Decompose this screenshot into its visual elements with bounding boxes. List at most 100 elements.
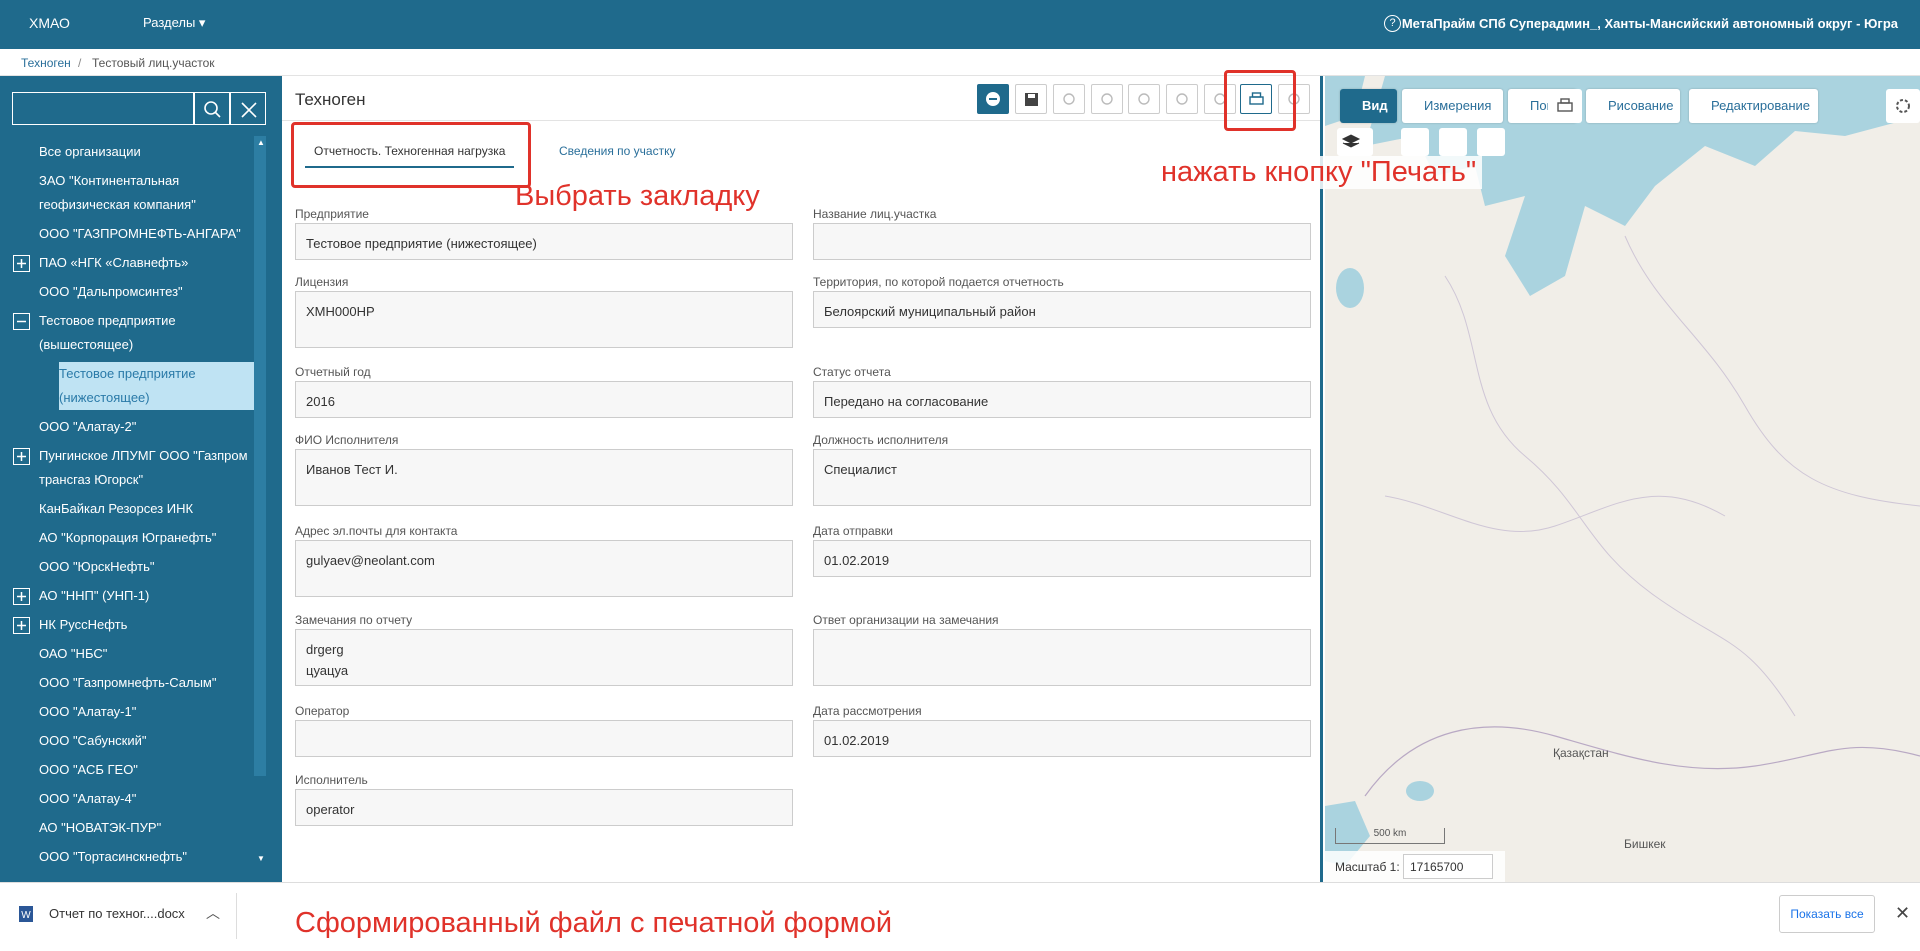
map-print[interactable] bbox=[1548, 89, 1582, 123]
tree-item[interactable]: ЗАО "Континентальная геофизическая компа… bbox=[39, 173, 196, 212]
textarea[interactable]: gulyaev@neolant.com bbox=[295, 540, 793, 597]
input[interactable] bbox=[295, 720, 793, 757]
tree-item[interactable]: Пунгинское ЛПУМГ ООО "Газпром трансгаз Ю… bbox=[39, 448, 248, 487]
field-label: Дата отправки bbox=[813, 524, 893, 538]
user[interactable]: МетаПрайм СПб Суперадмин_, Ханты-Мансийс… bbox=[1401, 16, 1898, 31]
tool-button[interactable] bbox=[1166, 84, 1198, 114]
tree-item[interactable]: ООО "Тортасинскнефть" bbox=[39, 849, 187, 864]
tree-item[interactable]: АО "ННП" (УНП-1) bbox=[39, 588, 150, 603]
scale-bar: 500 km bbox=[1335, 828, 1445, 844]
tree-item[interactable]: ОАО "НБС" bbox=[39, 646, 108, 661]
tree-toggle[interactable] bbox=[13, 448, 30, 465]
brand[interactable]: ХМАО bbox=[29, 15, 70, 31]
field-label: Территория, по которой подается отчетнос… bbox=[813, 275, 1064, 289]
map-tool[interactable]: Редактирование bbox=[1689, 89, 1818, 123]
value: 2016 bbox=[306, 394, 335, 409]
tree-item[interactable]: ООО "Газпромнефть-Салым" bbox=[39, 675, 217, 690]
layers-button[interactable] bbox=[1337, 128, 1373, 156]
tool-button[interactable] bbox=[1015, 84, 1047, 114]
download-menu[interactable]: ︿ bbox=[206, 905, 220, 921]
input[interactable]: operator bbox=[295, 789, 793, 826]
tree-item[interactable]: ООО "Сабунский" bbox=[39, 733, 147, 748]
map-tool[interactable]: Рисование bbox=[1586, 89, 1680, 123]
tool-button[interactable] bbox=[1053, 84, 1085, 114]
textarea[interactable]: ХМН000НР bbox=[295, 291, 793, 348]
map-tool-active[interactable]: Вид bbox=[1340, 89, 1397, 123]
boundary bbox=[1384, 495, 1726, 532]
textarea[interactable] bbox=[813, 629, 1311, 686]
scale-box: Масштаб 1: 17165700 bbox=[1325, 851, 1505, 882]
splitter[interactable] bbox=[276, 430, 280, 540]
map-label: Бишкек bbox=[1624, 837, 1666, 851]
annotation: Сформированный файл с печатной формой bbox=[295, 907, 893, 939]
text-line: drgerg bbox=[306, 642, 344, 657]
tree-item[interactable]: НК РуссНефть bbox=[39, 617, 128, 632]
tree-item[interactable]: ООО "Алатау-4" bbox=[39, 791, 137, 806]
eraser-button[interactable] bbox=[1439, 128, 1467, 156]
tool-button[interactable] bbox=[1204, 84, 1236, 114]
scale-value[interactable]: 17165700 bbox=[1403, 854, 1493, 879]
close-download[interactable]: ✕ bbox=[1895, 903, 1911, 923]
crumb-link[interactable]: Техноген bbox=[21, 56, 71, 70]
download-file[interactable]: Отчет по техног....docx bbox=[49, 906, 185, 921]
search-button[interactable] bbox=[194, 92, 230, 125]
tree-toggle[interactable] bbox=[13, 617, 30, 634]
map: ВидИзмеренияПоискРисованиеРедактирование… bbox=[1325, 76, 1920, 882]
input[interactable]: Тестовое предприятие (нижестоящее) bbox=[295, 223, 793, 260]
help[interactable]: ? bbox=[1384, 15, 1401, 32]
word-icon: W bbox=[19, 906, 33, 922]
scrollbar[interactable] bbox=[254, 136, 266, 776]
input[interactable] bbox=[813, 223, 1311, 260]
tree-item[interactable]: Тестовое предприятие (вышестоящее) bbox=[39, 313, 176, 352]
tree-item[interactable]: АО "Корпорация Югранефть" bbox=[39, 530, 217, 545]
tool-button[interactable] bbox=[977, 84, 1009, 114]
tree-item[interactable]: ООО "ЮрскНефть" bbox=[39, 559, 155, 574]
sea bbox=[1325, 801, 1370, 866]
field-label: Ответ организации на замечания bbox=[813, 613, 999, 627]
tree-item-selected[interactable]: Тестовое предприятие (нижестоящее) bbox=[59, 362, 254, 410]
input[interactable]: 01.02.2019 bbox=[813, 720, 1311, 757]
tree-item[interactable]: КанБайкал Резорсез ИНК bbox=[39, 501, 194, 516]
tool-button[interactable] bbox=[1091, 84, 1123, 114]
clear-button[interactable] bbox=[230, 92, 266, 125]
print-button[interactable] bbox=[1240, 84, 1272, 114]
input[interactable]: Белоярский муниципальный район bbox=[813, 291, 1311, 328]
textarea[interactable]: Иванов Тест И. bbox=[295, 449, 793, 506]
tool-button[interactable] bbox=[1128, 84, 1160, 114]
menu-label[interactable]: Разделы bbox=[143, 15, 196, 30]
input[interactable]: 01.02.2019 bbox=[813, 540, 1311, 577]
tree-item[interactable]: ООО "Дальпромсинтез" bbox=[39, 284, 183, 299]
value: 01.02.2019 bbox=[824, 733, 890, 748]
input[interactable]: Передано на согласование bbox=[813, 381, 1311, 418]
tree-toggle[interactable] bbox=[13, 313, 30, 330]
map-label: Қазақстан bbox=[1553, 746, 1609, 760]
search-input[interactable] bbox=[12, 92, 194, 125]
map-tool[interactable]: Измерения bbox=[1402, 89, 1503, 123]
tree-item[interactable]: ПАО «НГК «Славнефть» bbox=[39, 255, 189, 270]
tree-item[interactable]: ООО "Алатау-1" bbox=[39, 704, 137, 719]
show-all[interactable]: Показать все bbox=[1779, 895, 1875, 933]
fullscreen-button[interactable] bbox=[1477, 128, 1505, 156]
tree-item[interactable]: ООО "АСБ ГЕО" bbox=[39, 762, 138, 777]
textarea[interactable]: Специалист bbox=[813, 449, 1311, 506]
scroll-up[interactable]: ▲ bbox=[257, 138, 265, 147]
value: Тестовое предприятие (нижестоящее) bbox=[306, 236, 537, 251]
tree-item[interactable]: ООО "ГАЗПРОМНЕФТЬ-АНГАРА" bbox=[39, 226, 241, 241]
scroll-down[interactable]: ▼ bbox=[257, 854, 265, 863]
sections-menu[interactable]: Разделы ▾ bbox=[143, 15, 206, 30]
value: operator bbox=[306, 802, 355, 817]
value: gulyaev@neolant.com bbox=[306, 553, 435, 568]
tab[interactable]: Сведения по участку bbox=[559, 144, 676, 158]
tab-active[interactable]: Отчетность. Техногенная нагрузка bbox=[305, 144, 515, 168]
value: ХМН000НР bbox=[306, 304, 375, 319]
tree-item[interactable]: Все организации bbox=[39, 144, 141, 159]
tree-toggle[interactable] bbox=[13, 255, 30, 272]
tree-item[interactable]: АО "НОВАТЭК-ПУР" bbox=[39, 820, 162, 835]
input[interactable]: 2016 bbox=[295, 381, 793, 418]
breadcrumb: Техноген / Тестовый лиц.участок bbox=[0, 49, 1920, 76]
textarea[interactable]: drgerg цуацуа bbox=[295, 629, 793, 686]
expand-button[interactable] bbox=[1401, 128, 1429, 156]
tree-item[interactable]: ООО "Алатау-2" bbox=[39, 419, 137, 434]
map-settings[interactable] bbox=[1886, 89, 1920, 123]
tree-toggle[interactable] bbox=[13, 588, 30, 605]
